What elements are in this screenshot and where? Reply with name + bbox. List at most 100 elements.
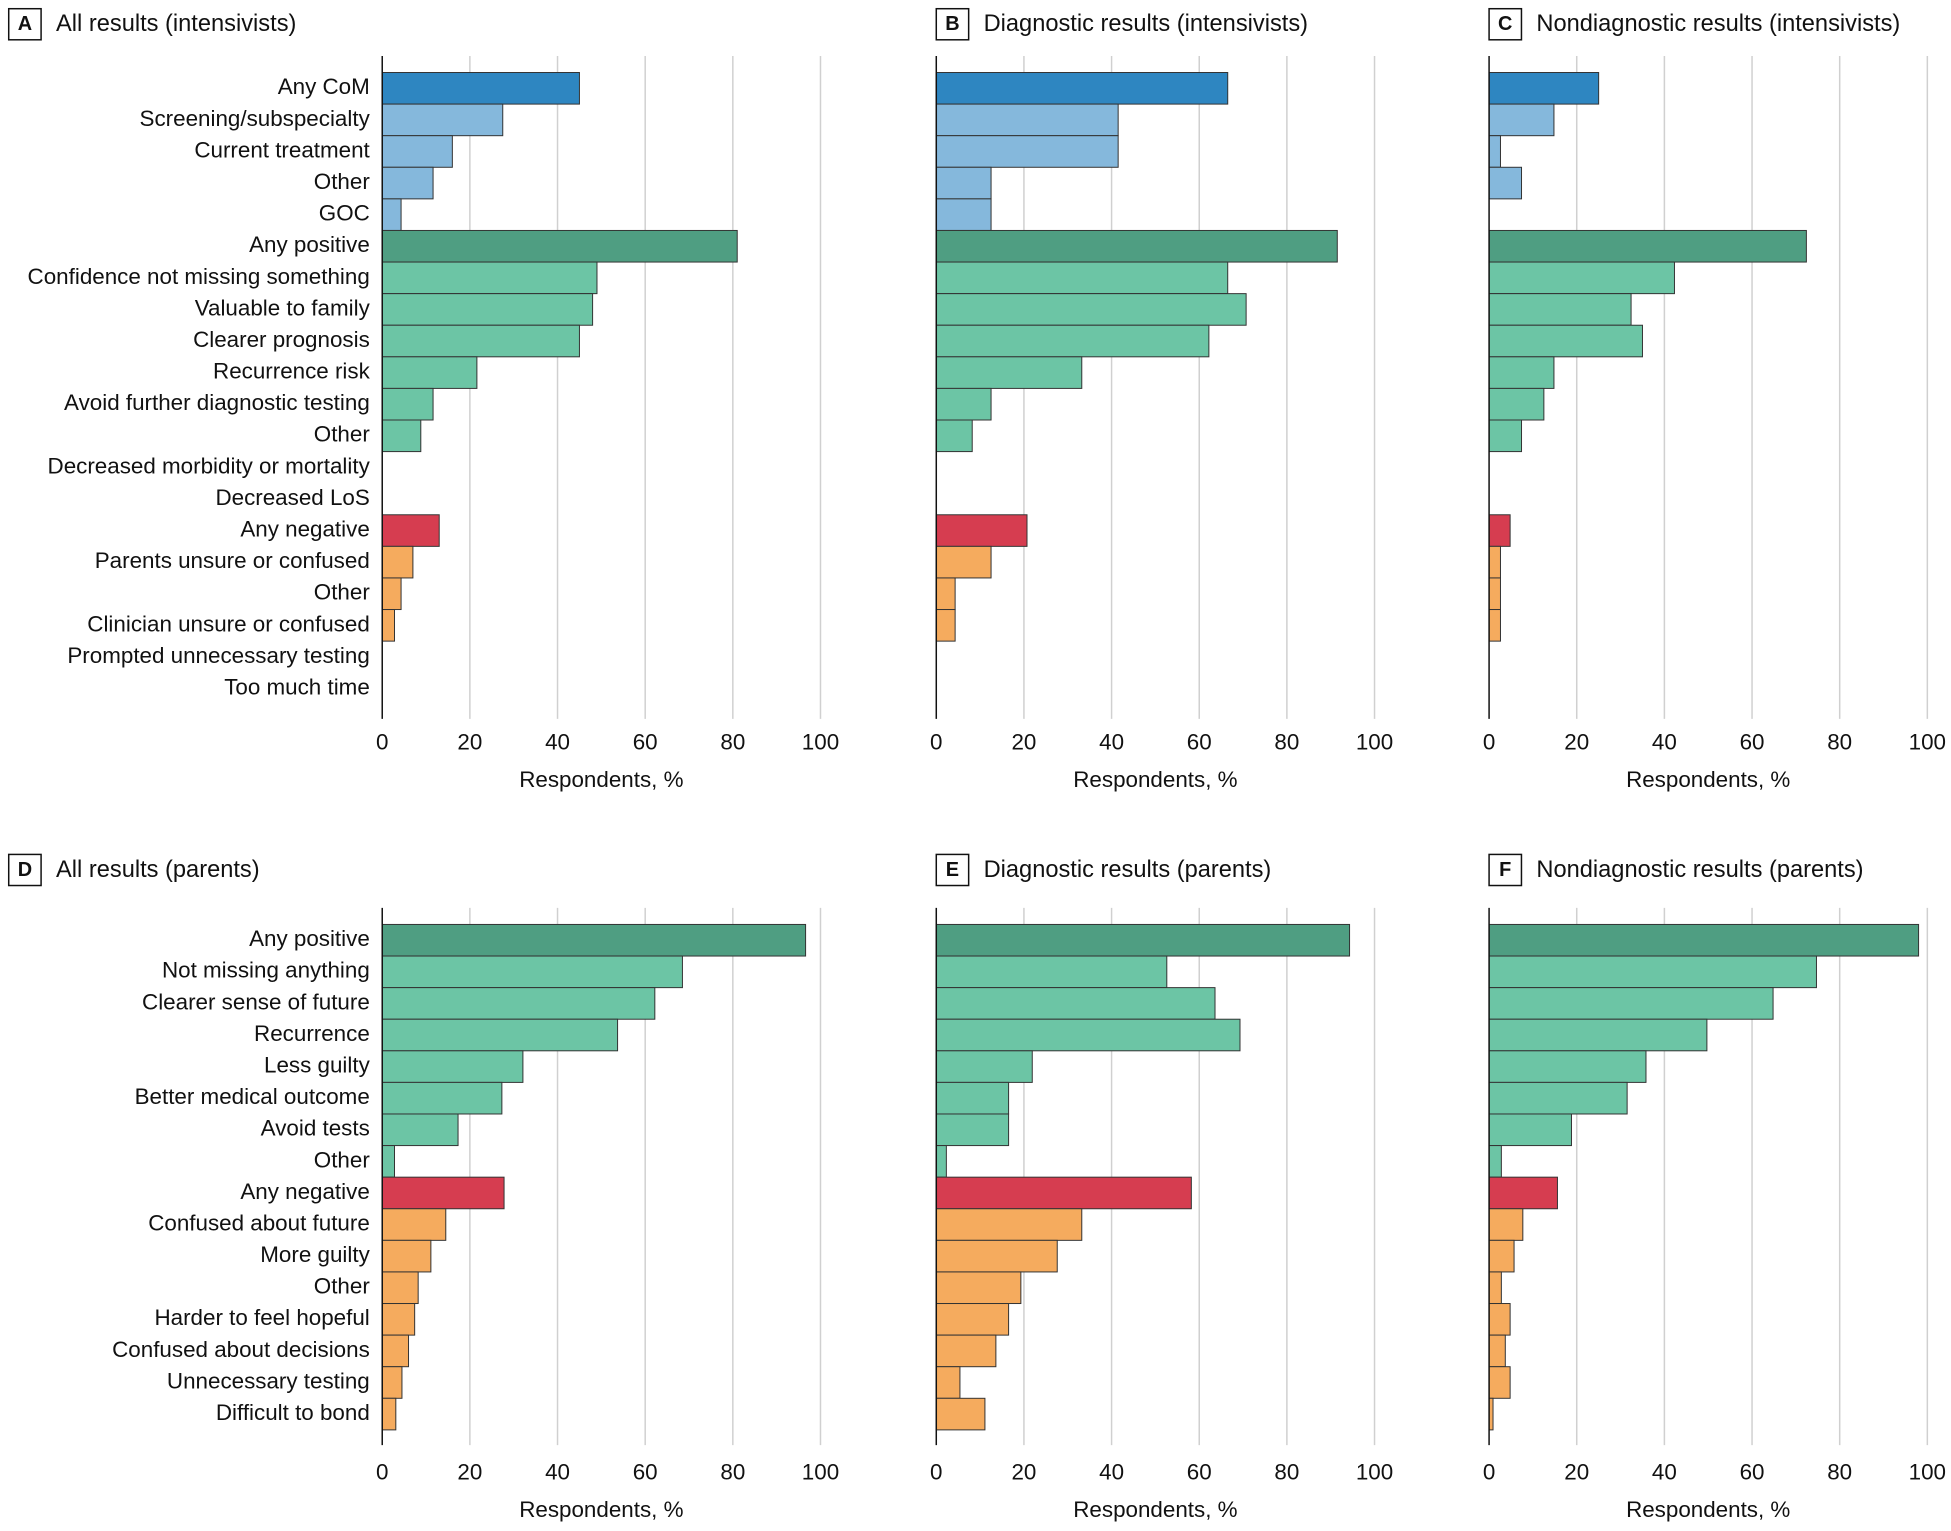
category-label: Valuable to family [195, 295, 371, 320]
x-tick-label: 20 [1011, 730, 1036, 755]
x-tick-label: 60 [633, 1460, 658, 1485]
category-label: Other [314, 1274, 371, 1299]
bar [381, 135, 453, 168]
panel-label-box [7, 7, 42, 41]
x-tick-label: 20 [1011, 1460, 1036, 1485]
category-label: Better medical outcome [135, 1084, 370, 1109]
x-tick-label: 0 [930, 730, 942, 755]
x-tick-label: 100 [1909, 1460, 1946, 1485]
bar [1488, 1271, 1502, 1305]
bar [935, 609, 956, 642]
bar [935, 387, 992, 421]
bar [381, 1271, 419, 1305]
category-label: Confused about future [148, 1210, 370, 1235]
bar [935, 356, 1083, 389]
category-label: Decreased morbidity or mortality [48, 453, 371, 478]
bar [1488, 609, 1501, 642]
x-tick-label: 40 [1099, 1460, 1124, 1485]
category-label: Less guilty [264, 1053, 371, 1078]
panel-title: All results (intensivists) [56, 11, 296, 37]
category-label: Recurrence [254, 1021, 370, 1046]
category-label: Other [314, 422, 371, 447]
category-label: Confused about decisions [112, 1337, 370, 1362]
bar [935, 1018, 1241, 1052]
bar [1488, 72, 1600, 105]
panel-label: A [18, 13, 32, 35]
x-tick-label: 0 [1483, 730, 1495, 755]
panel-title: Nondiagnostic results (parents) [1536, 857, 1863, 883]
category-label: Other [314, 580, 371, 605]
category-label: Clinician unsure or confused [87, 611, 369, 636]
category-label: Any CoM [278, 74, 370, 99]
bar [1488, 166, 1523, 200]
category-label: Current treatment [194, 137, 370, 162]
bar [935, 1334, 997, 1368]
category-label: Difficult to bond [216, 1400, 370, 1425]
x-tick-label: 80 [1827, 1460, 1852, 1485]
bar [1488, 955, 1817, 989]
bar [381, 514, 440, 547]
category-label: Unnecessary testing [167, 1368, 370, 1393]
x-tick-label: 20 [1564, 730, 1589, 755]
bar [935, 324, 1210, 358]
bar [935, 419, 973, 453]
bar [1488, 1018, 1708, 1052]
bar [1488, 1145, 1502, 1178]
bar [381, 1081, 503, 1115]
x-tick-label: 80 [1274, 730, 1299, 755]
bar [935, 135, 1119, 168]
bar [935, 103, 1119, 137]
category-label: More guilty [260, 1242, 370, 1267]
bar [381, 1145, 396, 1178]
bar [381, 545, 414, 579]
x-tick-label: 100 [1909, 730, 1946, 755]
x-tick-label: 0 [376, 1460, 388, 1485]
x-axis-label: Respondents, % [1626, 1497, 1790, 1522]
bar [1488, 1239, 1515, 1273]
bar [935, 166, 992, 200]
category-label: Confidence not missing something [28, 264, 370, 289]
panel-label-box [935, 7, 970, 41]
category-label: Avoid further diagnostic testing [64, 390, 370, 415]
panel-title: All results (parents) [56, 857, 260, 883]
x-tick-label: 60 [1740, 1460, 1765, 1485]
bar [381, 1176, 505, 1210]
bar [935, 1176, 1192, 1210]
bar [935, 987, 1216, 1020]
bar [381, 1366, 403, 1399]
category-label: Clearer sense of future [142, 989, 370, 1014]
bar [381, 577, 402, 611]
bar [381, 1050, 524, 1083]
panel-title: Diagnostic results (parents) [984, 857, 1272, 883]
x-tick-label: 40 [1099, 730, 1124, 755]
bar [1488, 923, 1920, 957]
x-axis-label: Respondents, % [1073, 1497, 1237, 1522]
bar [935, 1050, 1033, 1083]
category-label: Parents unsure or confused [95, 548, 370, 573]
bar [1488, 293, 1632, 326]
category-label: Not missing anything [162, 958, 370, 983]
x-tick-label: 0 [930, 1460, 942, 1485]
bar [935, 1113, 1010, 1147]
bar [381, 72, 580, 105]
bar [935, 293, 1247, 326]
bar [381, 955, 683, 989]
bar [1488, 1081, 1628, 1115]
category-label: Harder to feel hopeful [154, 1305, 369, 1330]
x-tick-label: 40 [1652, 1460, 1677, 1485]
x-tick-label: 80 [1827, 730, 1852, 755]
bar [381, 324, 580, 358]
bar [935, 1366, 961, 1399]
category-label: Any negative [240, 516, 369, 541]
panel-label-box [935, 853, 970, 887]
bar [381, 166, 434, 200]
bar [935, 545, 992, 579]
bar [381, 356, 478, 389]
x-tick-label: 60 [1740, 730, 1765, 755]
panel-label-box [1488, 7, 1523, 41]
x-axis-label: Respondents, % [519, 1497, 683, 1522]
bar [935, 1208, 1083, 1241]
x-tick-label: 0 [1483, 1460, 1495, 1485]
